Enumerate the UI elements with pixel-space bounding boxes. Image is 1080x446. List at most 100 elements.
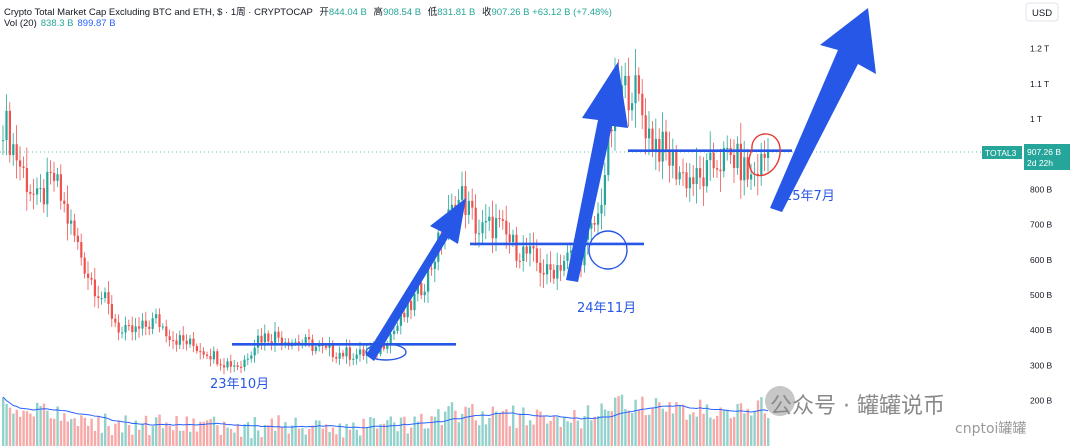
low-value: 831.81 B — [437, 7, 476, 18]
candle-body — [743, 157, 746, 181]
volume-bar — [178, 430, 182, 446]
volume-bar — [733, 416, 736, 446]
candle-body — [505, 220, 508, 235]
volume-bar — [5, 403, 8, 446]
candle-body — [719, 169, 722, 172]
volume-bar — [682, 404, 685, 446]
volume-bar — [413, 416, 416, 446]
volume-bar — [165, 422, 168, 446]
candle-body — [362, 349, 365, 356]
low-label: 低 — [427, 7, 438, 18]
volume-bar — [25, 411, 29, 446]
volume-bar — [648, 414, 651, 446]
price-axis-tick: 500 B — [1030, 290, 1053, 300]
arrow-2 — [566, 62, 628, 282]
volume-bar — [226, 427, 229, 446]
candle-body — [641, 93, 644, 116]
volume-bar — [114, 423, 117, 446]
candle-body — [393, 330, 396, 335]
candle-body — [32, 193, 35, 195]
candle-body — [250, 355, 253, 359]
volume-bar — [59, 420, 63, 446]
volume-bar — [168, 425, 171, 446]
candle-body — [121, 332, 124, 334]
candle-body — [450, 204, 453, 210]
volume-bar — [729, 418, 732, 446]
volume-bar — [206, 420, 209, 446]
volume-bar — [481, 411, 484, 446]
candle-body — [338, 352, 341, 359]
candle-body — [148, 326, 151, 329]
price-axis-tick: 400 B — [1030, 325, 1053, 335]
candle-body — [522, 246, 525, 262]
volume-bar — [637, 410, 641, 446]
volume-bar — [338, 423, 341, 446]
candle-body — [767, 151, 770, 158]
candle-body — [93, 279, 96, 297]
volume-bar — [760, 397, 763, 446]
currency-label[interactable]: USD — [1032, 8, 1052, 19]
price-axis[interactable]: USD 1.2 T 1.1 T 1 T 800 B 700 B 600 B 500 B 400… — [982, 0, 1080, 446]
volume-bar — [223, 421, 226, 446]
candle-body — [42, 188, 45, 205]
volume-bar — [461, 413, 464, 446]
close-label: 收 — [481, 7, 492, 18]
volume-bar — [705, 404, 709, 446]
candle-body — [97, 296, 100, 299]
candle-body — [29, 191, 32, 194]
volume-bar — [243, 424, 246, 446]
candle-body — [699, 168, 702, 178]
candle-body — [335, 357, 338, 359]
candle-body — [104, 292, 107, 299]
currency-button[interactable] — [1025, 2, 1059, 22]
volume-bar — [722, 409, 726, 446]
volume-bar — [593, 416, 596, 446]
volume-bar — [685, 419, 688, 446]
candle-body — [624, 75, 627, 86]
candle-body — [216, 351, 219, 365]
volume-bar — [501, 411, 505, 446]
volume-bar — [236, 424, 239, 446]
candle-body — [260, 335, 263, 343]
volume-bar — [121, 432, 124, 446]
volume-bar — [2, 397, 5, 446]
candle-body — [736, 143, 739, 168]
last-price-label: 907.26 B — [1027, 147, 1061, 157]
volume-bar — [539, 411, 542, 446]
volume-bar — [73, 418, 76, 446]
open-value: 844.04 B — [328, 7, 367, 18]
volume-bar — [709, 417, 712, 446]
candle-body — [495, 218, 498, 239]
volume-bar — [750, 415, 753, 446]
candle-body — [631, 103, 634, 111]
candle-body — [49, 171, 52, 173]
volume-bar — [277, 415, 280, 446]
candle-body — [668, 149, 671, 166]
volume-bar — [117, 421, 120, 446]
volume-bar — [202, 421, 205, 446]
volume-bar — [573, 410, 576, 446]
candle-body — [661, 131, 664, 162]
candle-body — [539, 262, 542, 273]
candle-body — [427, 268, 430, 292]
volume-bar — [46, 410, 49, 446]
candle-body — [107, 292, 110, 305]
volume-bar — [192, 418, 195, 446]
volume-bar — [80, 415, 83, 446]
volume-bar — [658, 402, 661, 446]
volume-bar — [287, 433, 290, 446]
price-axis-tick: 1 T — [1030, 114, 1042, 124]
volume-bar — [467, 407, 471, 446]
volume-bar — [151, 426, 154, 446]
candle-body — [263, 333, 266, 343]
volume-bar — [651, 408, 654, 446]
volume-bar — [267, 425, 270, 446]
volume-bar — [246, 422, 250, 446]
candle-body — [202, 351, 205, 355]
volume-bar — [76, 425, 80, 446]
volume-bar — [634, 399, 637, 446]
volume-bar — [219, 434, 222, 446]
candle-body — [226, 361, 229, 368]
candle-body — [501, 219, 504, 221]
